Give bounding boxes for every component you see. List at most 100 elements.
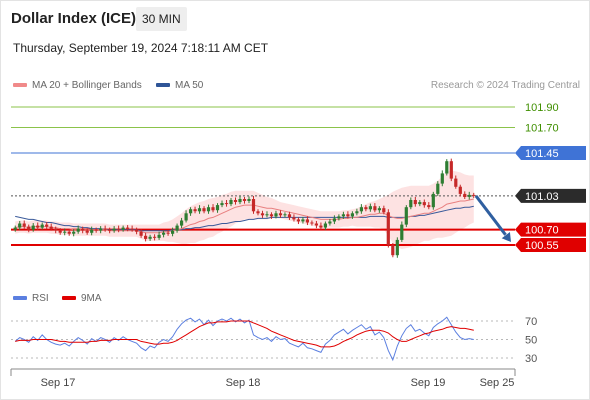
credit-text: Research © 2024 Trading Central bbox=[430, 80, 580, 91]
candle-body bbox=[157, 234, 161, 238]
candle-body bbox=[166, 232, 170, 234]
candle-body bbox=[382, 208, 386, 213]
candle-body bbox=[287, 214, 292, 218]
candle-body bbox=[346, 214, 350, 217]
candle-body bbox=[323, 223, 327, 228]
candle-body bbox=[242, 199, 247, 201]
candle-body bbox=[72, 231, 76, 234]
candle-body bbox=[135, 229, 139, 232]
candle-body bbox=[108, 229, 112, 231]
candle-body bbox=[364, 207, 368, 210]
candle-body bbox=[31, 225, 35, 230]
candle-body bbox=[94, 229, 98, 231]
candle-body bbox=[117, 228, 121, 230]
level-tag-100.55 bbox=[515, 238, 586, 252]
candle-body bbox=[13, 227, 17, 230]
candle-body bbox=[260, 213, 265, 216]
legend-rsi-ma: 9MA bbox=[62, 293, 102, 304]
forecast-arrow-shaft bbox=[474, 195, 507, 236]
timeframe-button[interactable]: 30 MIN bbox=[136, 7, 187, 31]
candle-body bbox=[197, 208, 202, 212]
x-tick-label: Sep 18 bbox=[226, 377, 261, 389]
candle-body bbox=[278, 213, 283, 216]
candle-body bbox=[251, 199, 256, 212]
candle-body bbox=[436, 183, 440, 194]
candle-body bbox=[76, 228, 80, 232]
candle-body bbox=[314, 223, 318, 226]
rsi-tick-label: 30 bbox=[525, 353, 537, 365]
candle-body bbox=[463, 193, 467, 197]
candle-body bbox=[296, 219, 300, 222]
candle-body bbox=[400, 224, 404, 240]
rsi-line bbox=[14, 316, 474, 362]
candle-body bbox=[139, 231, 143, 236]
candle-body bbox=[368, 206, 372, 210]
rsi-tick-label: 50 bbox=[525, 335, 537, 347]
rsi-ma-line bbox=[15, 320, 474, 348]
candle-body bbox=[171, 230, 175, 234]
rsi-tick-label: 70 bbox=[525, 316, 537, 328]
candle-body bbox=[350, 213, 354, 217]
candle-body bbox=[189, 209, 193, 214]
x-tick-label: Sep 17 bbox=[41, 377, 76, 389]
candle-body bbox=[85, 230, 89, 233]
candle-body bbox=[283, 214, 287, 216]
candle-body bbox=[90, 229, 94, 233]
candle-body bbox=[359, 207, 363, 212]
candle-body bbox=[427, 205, 431, 208]
candle-body bbox=[404, 207, 408, 225]
candle-body bbox=[148, 236, 152, 239]
candle-body bbox=[413, 200, 417, 205]
legend-rsi: RSI bbox=[13, 293, 49, 304]
candle-body bbox=[256, 211, 260, 214]
legend-ma20-bb: MA 20 + Bollinger Bands bbox=[13, 80, 142, 91]
candle-body bbox=[126, 227, 130, 229]
candle-body bbox=[36, 225, 40, 228]
candle-body bbox=[18, 223, 22, 228]
candle-body bbox=[458, 186, 462, 194]
candle-body bbox=[45, 224, 49, 227]
candle-body bbox=[305, 219, 309, 223]
candle-body bbox=[391, 245, 395, 256]
candle-body bbox=[121, 227, 125, 230]
candle-body bbox=[63, 231, 67, 233]
forecast-arrow-head bbox=[501, 232, 511, 242]
candle-body bbox=[422, 202, 426, 206]
chart-title: Dollar Index (ICE) bbox=[11, 10, 137, 27]
candle-body bbox=[103, 228, 107, 230]
candle-body bbox=[112, 228, 116, 231]
candle-body bbox=[319, 225, 323, 228]
candle-body bbox=[341, 214, 345, 217]
level-label-101.45: 101.45 bbox=[525, 148, 559, 160]
legend-ma50: MA 50 bbox=[156, 80, 203, 91]
candle-body bbox=[81, 228, 85, 231]
candle-body bbox=[386, 212, 390, 245]
x-tick-label: Sep 25 bbox=[480, 377, 515, 389]
candle-body bbox=[54, 228, 58, 231]
legend-ma50-label: MA 50 bbox=[175, 80, 204, 91]
legend-rsi-ma-swatch bbox=[62, 296, 76, 301]
candle-body bbox=[40, 224, 44, 228]
candle-body bbox=[206, 207, 211, 212]
x-tick-label: Sep 19 bbox=[411, 377, 446, 389]
candle-body bbox=[454, 178, 458, 187]
candle-body bbox=[220, 203, 224, 206]
candle-body bbox=[472, 194, 476, 196]
candle-body bbox=[269, 214, 274, 217]
candle-body bbox=[162, 232, 166, 235]
candle-body bbox=[418, 202, 422, 205]
candle-body bbox=[440, 173, 444, 184]
candle-body bbox=[153, 236, 157, 238]
candle-body bbox=[373, 206, 377, 211]
candle-body bbox=[180, 220, 184, 226]
candle-body bbox=[184, 213, 188, 221]
candle-body bbox=[130, 228, 134, 230]
candle-body bbox=[27, 226, 31, 230]
candle-body bbox=[431, 193, 435, 208]
candle-body bbox=[211, 207, 215, 211]
candle-body bbox=[395, 239, 399, 256]
candles bbox=[13, 158, 476, 258]
candle-body bbox=[229, 200, 233, 205]
candle-body bbox=[449, 161, 453, 179]
